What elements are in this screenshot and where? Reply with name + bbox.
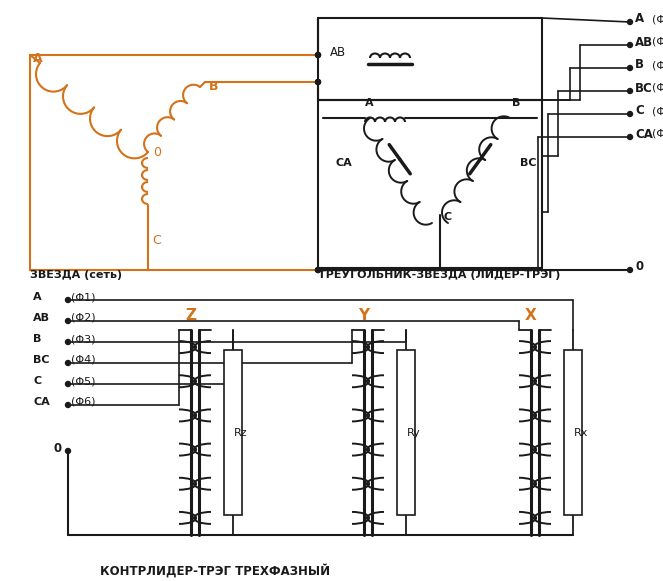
Circle shape <box>627 88 633 94</box>
Text: C: C <box>33 376 41 386</box>
Text: Ry: Ry <box>407 428 421 437</box>
Circle shape <box>66 297 70 303</box>
Text: CA: CA <box>635 127 653 141</box>
Circle shape <box>316 80 320 84</box>
Text: Rz: Rz <box>234 428 247 437</box>
Text: B: B <box>635 59 644 71</box>
Text: (Φ2): (Φ2) <box>652 37 663 47</box>
Text: BC: BC <box>520 158 536 168</box>
Text: 0: 0 <box>635 260 643 274</box>
Text: C: C <box>152 234 160 246</box>
Circle shape <box>66 449 70 454</box>
Text: 0: 0 <box>53 442 61 454</box>
Circle shape <box>627 134 633 139</box>
Bar <box>397 350 415 515</box>
Circle shape <box>66 318 70 324</box>
Text: C: C <box>444 212 452 222</box>
Text: CA: CA <box>33 397 50 407</box>
Text: AB: AB <box>635 35 653 48</box>
Text: B: B <box>33 334 41 344</box>
Circle shape <box>316 52 320 58</box>
Circle shape <box>316 267 320 272</box>
Text: AB: AB <box>33 313 50 323</box>
Circle shape <box>627 66 633 70</box>
Text: (Φ1): (Φ1) <box>652 14 663 24</box>
Circle shape <box>627 42 633 48</box>
Text: Y: Y <box>359 308 369 323</box>
Text: AB: AB <box>330 45 346 59</box>
Text: A: A <box>33 292 42 302</box>
Bar <box>224 350 242 515</box>
Text: (Φ6): (Φ6) <box>71 397 95 407</box>
Text: (Φ5): (Φ5) <box>71 376 95 386</box>
Text: Z: Z <box>186 308 196 323</box>
Text: 0: 0 <box>153 145 161 159</box>
Text: (Φ1): (Φ1) <box>71 292 95 302</box>
Text: CA: CA <box>335 158 352 168</box>
Circle shape <box>66 339 70 345</box>
Text: B: B <box>512 98 520 108</box>
Text: A: A <box>33 52 42 65</box>
Circle shape <box>316 80 320 84</box>
Circle shape <box>627 267 633 272</box>
Bar <box>564 350 582 515</box>
Text: (Φ3): (Φ3) <box>71 334 95 344</box>
Text: (Φ5): (Φ5) <box>652 106 663 116</box>
Text: ТРЕУГОЛЬНИК-ЗВЕЗДА (ЛИДЕР-ТРЭГ): ТРЕУГОЛЬНИК-ЗВЕЗДА (ЛИДЕР-ТРЭГ) <box>318 270 560 280</box>
Text: B: B <box>209 80 219 93</box>
Circle shape <box>627 112 633 117</box>
Circle shape <box>66 403 70 407</box>
Text: Rx: Rx <box>574 428 588 437</box>
Text: (Φ4): (Φ4) <box>652 83 663 93</box>
Text: A: A <box>365 98 374 108</box>
Text: BC: BC <box>33 355 50 365</box>
Text: A: A <box>635 13 644 26</box>
Text: (Φ4): (Φ4) <box>71 355 95 365</box>
Text: (Φ3): (Φ3) <box>652 60 663 70</box>
Text: C: C <box>635 105 644 117</box>
Text: (Φ6): (Φ6) <box>652 129 663 139</box>
Text: КОНТРЛИДЕР-ТРЭГ ТРЕХФАЗНЫЙ: КОНТРЛИДЕР-ТРЭГ ТРЕХФАЗНЫЙ <box>100 564 330 578</box>
Text: ЗВЕЗДА (сеть): ЗВЕЗДА (сеть) <box>30 270 122 280</box>
Circle shape <box>627 20 633 24</box>
Circle shape <box>66 382 70 386</box>
Text: X: X <box>525 308 537 323</box>
Circle shape <box>66 360 70 365</box>
Circle shape <box>316 267 320 272</box>
Circle shape <box>316 52 320 58</box>
Text: (Φ2): (Φ2) <box>71 313 95 323</box>
Text: BC: BC <box>635 81 653 95</box>
